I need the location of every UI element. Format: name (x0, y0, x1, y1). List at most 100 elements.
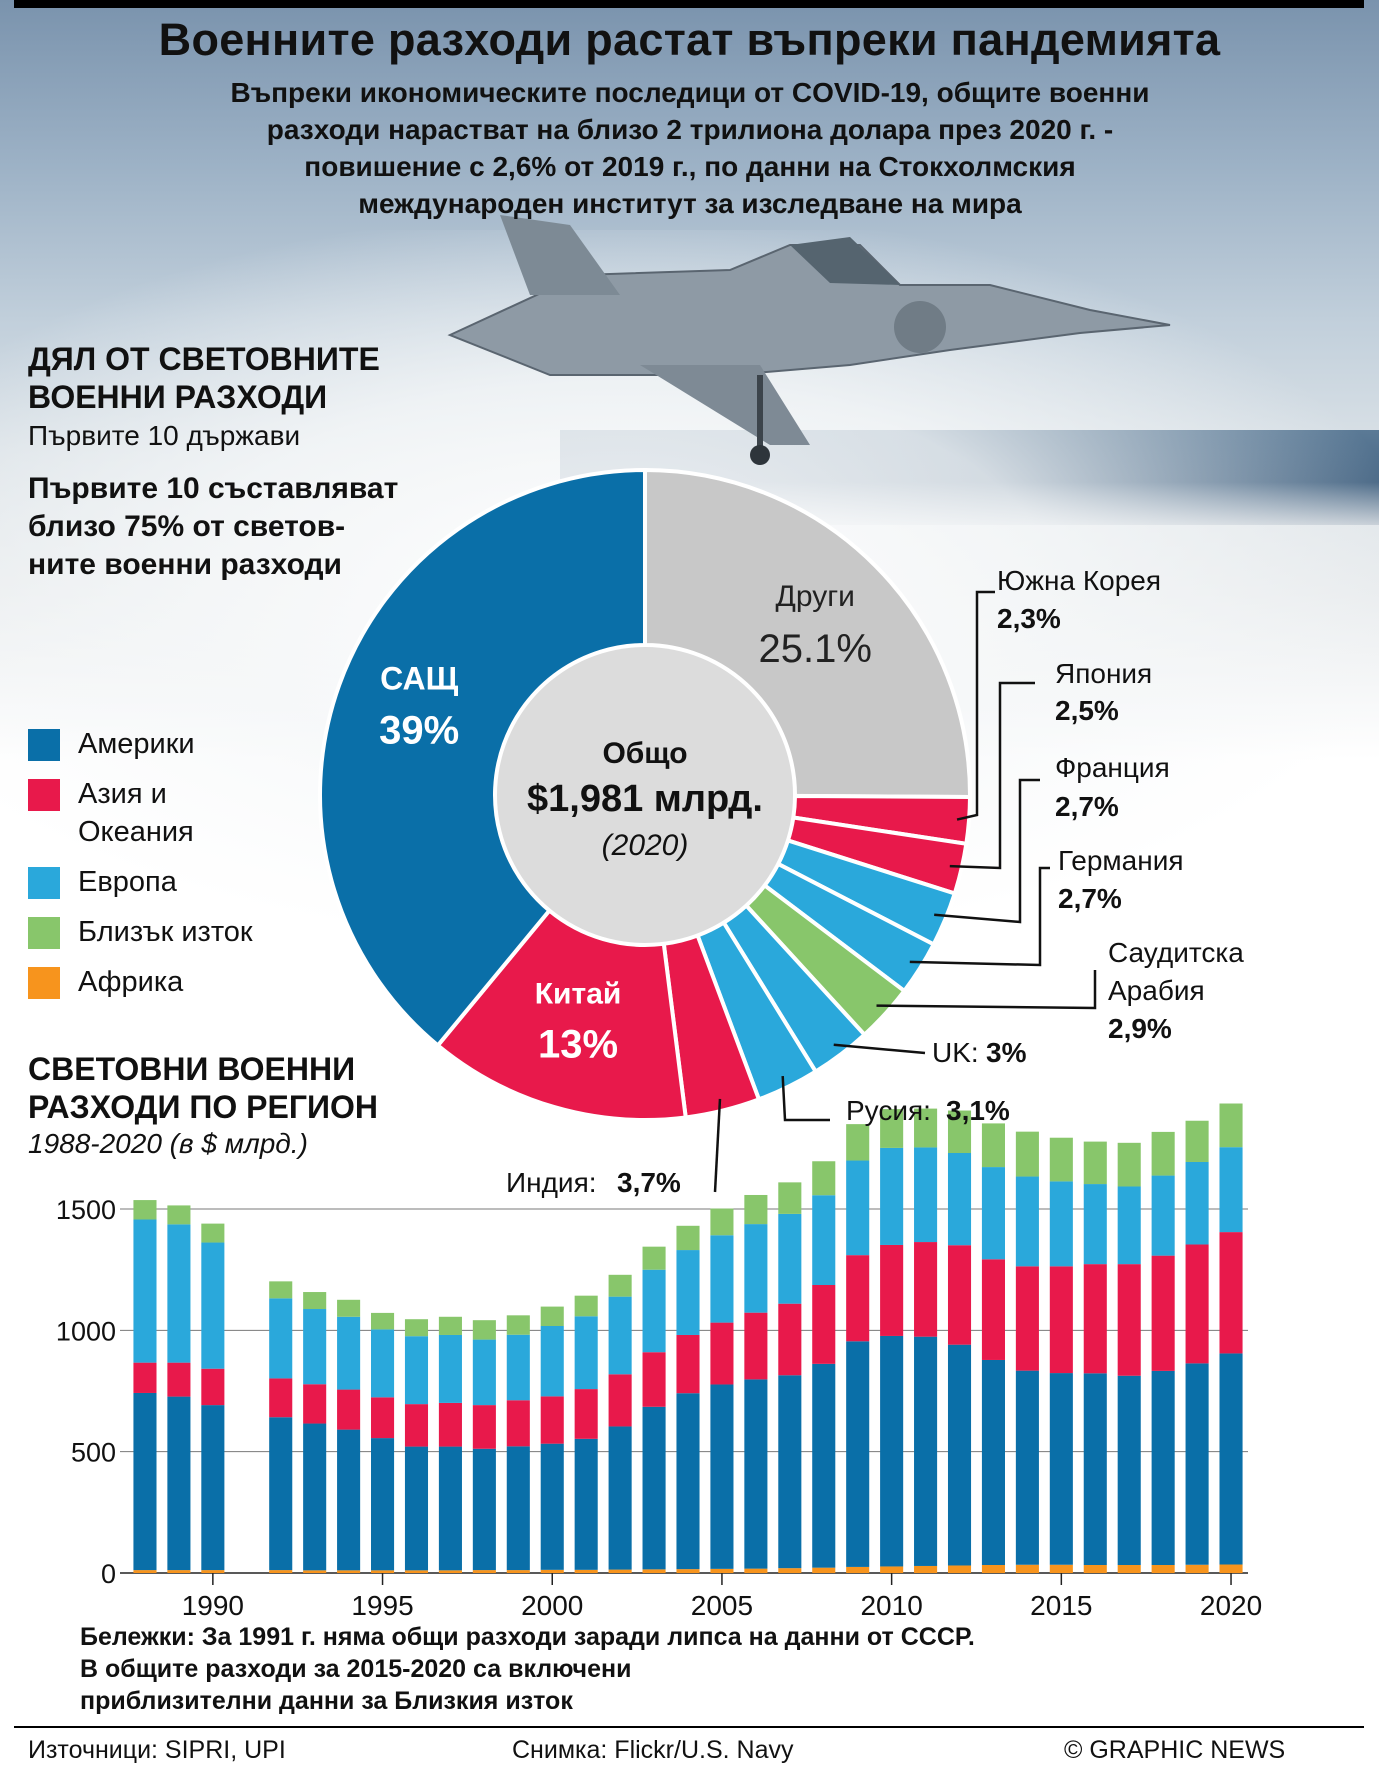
bar-segment (744, 1194, 768, 1225)
bar-segment (404, 1404, 429, 1447)
legend-label: Европа (78, 866, 177, 898)
sources-credit: Източници: SIPRI, UPI (28, 1736, 286, 1764)
bar-segment (506, 1446, 530, 1571)
bar-segment (642, 1406, 666, 1570)
slice-value-label: 13% (538, 1022, 618, 1066)
bar-segment (371, 1312, 395, 1330)
callout-value: 3,7% (617, 1167, 681, 1198)
notes: Бележки: За 1991 г. няма общи разходи за… (80, 1621, 1340, 1717)
legend-item-africa: Африка (28, 963, 253, 1001)
bar-segment (337, 1429, 361, 1571)
donut-center-year: (2020) (602, 829, 689, 862)
bar-segment (981, 1259, 1005, 1360)
bar-segment (404, 1319, 429, 1337)
bar-segment (371, 1438, 395, 1571)
bar-segment (744, 1568, 768, 1573)
donut-callouts: Южна Корея 2,3% Япония 2,5% Франция 2,7% Герма… (506, 565, 1244, 1198)
bar-segment (133, 1219, 157, 1363)
bar-segment (438, 1402, 462, 1447)
bar-segment (608, 1426, 632, 1570)
slice-name-label: Китай (535, 977, 622, 1010)
bottom-rule (14, 1726, 1364, 1728)
x-tick-label: 2010 (860, 1590, 922, 1621)
main-title: Военните разходи растат въпреки пандемия… (158, 14, 1221, 65)
bar-segment (947, 1153, 972, 1246)
callout-value: 2,9% (1108, 1013, 1172, 1044)
share-title-line: ВОЕННИ РАЗХОДИ (28, 379, 328, 415)
y-tick-label: 1000 (56, 1316, 116, 1346)
callout-name: Саудитска (1108, 937, 1244, 968)
bar-segment (1083, 1264, 1107, 1374)
legend-label: Азия и (78, 778, 167, 810)
bar-segment (1185, 1363, 1209, 1565)
bar-segment (201, 1405, 225, 1571)
bar-segment (438, 1570, 462, 1573)
slice-name-label: Други (776, 580, 855, 613)
bar-segment (947, 1245, 972, 1345)
bar-segment (642, 1569, 666, 1573)
slice-name-label: САЩ (380, 661, 458, 697)
legend-swatch (28, 967, 60, 999)
bar-segment (1151, 1175, 1175, 1256)
bar-segment (608, 1374, 632, 1427)
region-section-title: СВЕТОВНИ ВОЕННИ РАЗХОДИ ПО РЕГИОН (28, 1050, 378, 1126)
subtitle: Въпреки икономическите последици от COVI… (80, 74, 1300, 222)
callout-name: Южна Корея (997, 565, 1161, 596)
y-tick-label: 0 (101, 1559, 116, 1589)
bar-segment (1083, 1373, 1107, 1565)
legend-label: Америки (78, 728, 195, 760)
bar-segment (201, 1368, 225, 1406)
bar-segment (133, 1570, 157, 1573)
bar-segment (676, 1250, 700, 1335)
bar-segment (1117, 1564, 1141, 1573)
bar-segment (914, 1565, 938, 1573)
bar-segment (201, 1570, 225, 1573)
bar-segment (778, 1213, 802, 1304)
callout-value: 2,3% (997, 603, 1061, 634)
bar-segment (812, 1363, 836, 1568)
bar-segment (710, 1568, 734, 1573)
bar-segment (1117, 1264, 1141, 1376)
bar-segment (133, 1200, 157, 1220)
bar-segment (846, 1160, 870, 1256)
callout-name: Франция (1055, 752, 1170, 783)
bar-segment (371, 1397, 395, 1439)
bar-segment (201, 1223, 225, 1243)
bar-segment (1049, 1266, 1073, 1374)
bar-segment (914, 1108, 938, 1148)
bar-segment (574, 1295, 598, 1317)
bar-segment (710, 1208, 734, 1236)
bar-segment (846, 1341, 870, 1567)
bar-segment (1185, 1244, 1209, 1364)
bar-chart: 0 500 1000 1500 1990 1995 2000 2005 2010 2015 2020 (56, 1103, 1262, 1621)
bar-segment (167, 1570, 191, 1573)
donut-chart: Общо $1,981 млрд. (2020) Други 25.1% САЩ 39% Ки… (318, 467, 973, 1122)
bar-segment (710, 1235, 734, 1323)
bar-segment (269, 1570, 293, 1573)
region-title-line: РАЗХОДИ ПО РЕГИОН (28, 1089, 378, 1125)
bar-segment (981, 1167, 1005, 1260)
legend-swatch (28, 779, 60, 811)
bar-segment (540, 1326, 564, 1397)
legend-item-europe: Европа (28, 863, 253, 901)
bar-segment (404, 1446, 429, 1571)
legend-label: Океания (78, 816, 194, 848)
y-tick-label: 1500 (56, 1195, 116, 1225)
bar-segment (472, 1570, 496, 1573)
bar-segment (1015, 1266, 1039, 1371)
bar-segment (880, 1566, 904, 1573)
share-note: Първите 10 съставляват близо 75% от свет… (28, 470, 488, 584)
bar-segment (269, 1378, 293, 1418)
callout-value: 2,7% (1055, 791, 1119, 822)
x-tick-label: 1990 (182, 1590, 244, 1621)
share-title-line: ДЯЛ ОТ СВЕТОВНИТЕ (28, 341, 380, 377)
donut-center-title: Общо (602, 737, 687, 770)
callout-name: Япония (1055, 658, 1152, 689)
callout-value: 3,1% (946, 1095, 1010, 1126)
bar-segment (540, 1443, 564, 1570)
bar-segment (371, 1570, 395, 1573)
bar-segment (947, 1344, 972, 1566)
bar-segment (303, 1292, 327, 1310)
bar-segment (608, 1274, 632, 1297)
slice-value-label: 39% (379, 709, 459, 753)
